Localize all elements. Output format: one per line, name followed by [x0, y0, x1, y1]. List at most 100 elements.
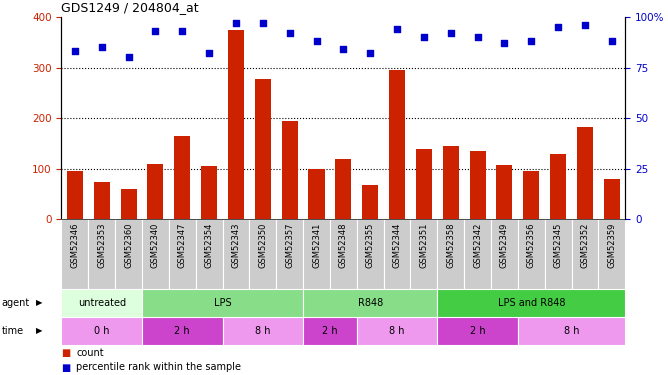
Text: ■: ■ — [61, 348, 71, 358]
Text: 2 h: 2 h — [470, 326, 486, 336]
Point — [419, 34, 430, 40]
Bar — [362, 185, 378, 219]
Bar — [335, 159, 351, 219]
Point — [204, 50, 214, 56]
Bar — [94, 182, 110, 219]
Bar — [599, 219, 625, 289]
Point — [69, 48, 80, 54]
Point — [446, 30, 456, 36]
Bar — [389, 70, 405, 219]
Bar — [61, 289, 142, 317]
Text: 8 h: 8 h — [389, 326, 405, 336]
Bar — [470, 151, 486, 219]
Point — [365, 50, 375, 56]
Text: GSM52349: GSM52349 — [500, 223, 509, 268]
Bar — [201, 166, 217, 219]
Point — [123, 54, 134, 60]
Text: GSM52357: GSM52357 — [285, 223, 294, 268]
Bar — [115, 219, 142, 289]
Bar — [61, 219, 88, 289]
Text: GSM52353: GSM52353 — [98, 223, 106, 268]
Bar — [550, 154, 566, 219]
Bar — [357, 317, 438, 345]
Point — [580, 22, 591, 28]
Text: LPS and R848: LPS and R848 — [498, 298, 565, 308]
Text: GSM52356: GSM52356 — [527, 223, 536, 268]
Text: GSM52346: GSM52346 — [70, 223, 79, 268]
Text: ▶: ▶ — [35, 298, 42, 307]
Text: GSM52345: GSM52345 — [554, 223, 562, 268]
Text: R848: R848 — [357, 298, 383, 308]
Text: GSM52354: GSM52354 — [204, 223, 214, 268]
Bar — [228, 30, 244, 219]
Bar — [303, 317, 357, 345]
Text: agent: agent — [1, 298, 29, 308]
Bar — [142, 219, 169, 289]
Point — [391, 26, 402, 32]
Text: 8 h: 8 h — [255, 326, 271, 336]
Bar — [330, 219, 357, 289]
Text: GDS1249 / 204804_at: GDS1249 / 204804_at — [61, 2, 199, 14]
Bar — [309, 169, 325, 219]
Point — [607, 38, 617, 44]
Bar — [303, 289, 438, 317]
Text: 2 h: 2 h — [322, 326, 338, 336]
Bar — [142, 289, 303, 317]
Bar — [174, 136, 190, 219]
Bar — [303, 219, 330, 289]
Bar — [572, 219, 599, 289]
Text: GSM52350: GSM52350 — [259, 223, 267, 268]
Bar — [438, 317, 518, 345]
Bar — [577, 127, 593, 219]
Text: 0 h: 0 h — [94, 326, 110, 336]
Bar — [282, 121, 298, 219]
Text: GSM52341: GSM52341 — [312, 223, 321, 268]
Bar — [438, 289, 625, 317]
Text: GSM52344: GSM52344 — [393, 223, 401, 268]
Bar — [61, 317, 142, 345]
Bar — [277, 219, 303, 289]
Text: 8 h: 8 h — [564, 326, 579, 336]
Bar — [88, 219, 115, 289]
Point — [553, 24, 564, 30]
Bar — [383, 219, 410, 289]
Text: GSM52359: GSM52359 — [607, 223, 617, 268]
Bar — [464, 219, 491, 289]
Bar — [518, 219, 544, 289]
Text: GSM52348: GSM52348 — [339, 223, 348, 268]
Point — [257, 20, 268, 26]
Bar — [443, 146, 459, 219]
Bar — [222, 317, 303, 345]
Point — [285, 30, 295, 36]
Point — [526, 38, 536, 44]
Bar — [169, 219, 196, 289]
Bar — [142, 317, 222, 345]
Text: GSM52340: GSM52340 — [151, 223, 160, 268]
Bar — [518, 317, 625, 345]
Bar — [222, 219, 249, 289]
Bar — [523, 171, 539, 219]
Text: GSM52351: GSM52351 — [420, 223, 428, 268]
Text: percentile rank within the sample: percentile rank within the sample — [76, 363, 241, 372]
Bar — [249, 219, 277, 289]
Text: GSM52358: GSM52358 — [446, 223, 455, 268]
Text: time: time — [1, 326, 23, 336]
Text: GSM52343: GSM52343 — [232, 223, 240, 268]
Bar — [196, 219, 222, 289]
Point — [230, 20, 241, 26]
Point — [499, 40, 510, 46]
Bar — [357, 219, 383, 289]
Bar — [255, 79, 271, 219]
Text: GSM52360: GSM52360 — [124, 223, 133, 268]
Text: 2 h: 2 h — [174, 326, 190, 336]
Bar — [496, 165, 512, 219]
Bar — [416, 148, 432, 219]
Text: GSM52342: GSM52342 — [473, 223, 482, 268]
Text: count: count — [76, 348, 104, 358]
Text: LPS: LPS — [214, 298, 231, 308]
Point — [472, 34, 483, 40]
Bar — [544, 219, 572, 289]
Text: GSM52347: GSM52347 — [178, 223, 187, 268]
Point — [338, 46, 349, 52]
Text: GSM52352: GSM52352 — [580, 223, 589, 268]
